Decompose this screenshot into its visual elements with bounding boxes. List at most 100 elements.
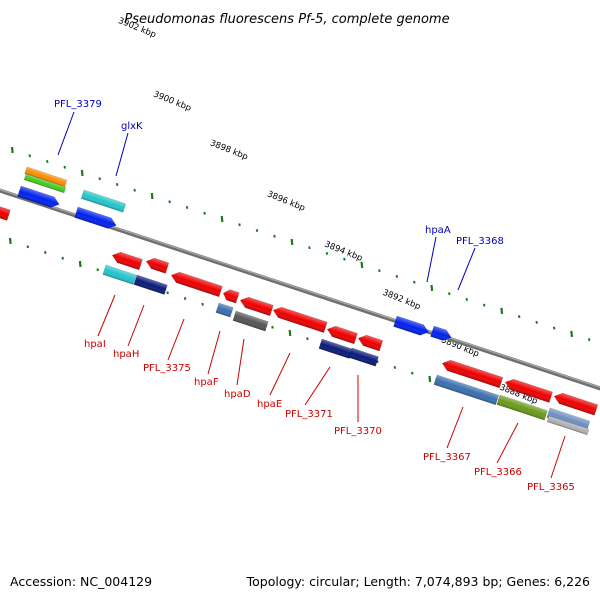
gene-label-hpaI[interactable]: hpaI <box>84 339 106 350</box>
feature-glxK-cyan-shade <box>81 190 126 213</box>
minor-tick <box>325 251 329 255</box>
minor-tick <box>587 338 591 342</box>
leader-line <box>496 422 519 464</box>
feature-glxK[interactable] <box>74 206 118 231</box>
feature-hpaD-grey-shade <box>232 311 269 332</box>
minor-tick <box>395 274 399 278</box>
feature-left-edge[interactable] <box>0 200 11 221</box>
feature-PFL_3367[interactable] <box>441 358 504 389</box>
feature-hpaF-steel[interactable] <box>215 302 234 318</box>
leader-line <box>207 330 221 375</box>
feature-PFL_3367-steel[interactable] <box>433 374 500 406</box>
leader-line <box>97 294 116 337</box>
feature-PFL_3379-shade <box>17 186 60 208</box>
gene-label-PFL_3367[interactable]: PFL_3367 <box>423 452 471 463</box>
leader-line <box>236 338 245 386</box>
feature-PFL_3379-green-shade <box>24 174 66 193</box>
gene-label-PFL_3366[interactable]: PFL_3366 <box>474 467 522 478</box>
feature-PFL_3379-green[interactable] <box>23 173 67 194</box>
feature-PFL_3368-shade <box>430 326 452 341</box>
gene-label-hpaD[interactable]: hpaD <box>224 389 251 400</box>
feature-hpaI-b-shade <box>146 258 169 274</box>
feature-hpaD-grey[interactable] <box>232 310 269 332</box>
leader-line <box>304 366 331 406</box>
gene-label-glxK[interactable]: glxK <box>121 121 143 132</box>
minor-tick <box>26 245 30 249</box>
feature-hpaA[interactable] <box>393 315 431 337</box>
label-leaders <box>57 111 566 479</box>
gene-label-PFL_3365[interactable]: PFL_3365 <box>527 482 575 493</box>
feature-PFL_3375[interactable] <box>170 270 223 298</box>
gene-label-PFL_3370[interactable]: PFL_3370 <box>334 426 382 437</box>
feature-PFL_3370-a[interactable] <box>357 333 384 352</box>
minor-tick <box>343 257 346 261</box>
leader-line <box>57 111 75 156</box>
feature-PFL_3368[interactable] <box>430 325 453 343</box>
leader-line <box>550 435 566 479</box>
minor-tick <box>96 268 99 272</box>
minor-tick <box>98 177 101 181</box>
feature-PFL_3375-shade <box>171 272 223 297</box>
feature-PFL_3367-steel-shade <box>433 375 499 405</box>
feature-glxK-cyan[interactable] <box>80 189 127 213</box>
feature-hpaF-steel-shade <box>215 303 234 318</box>
minor-tick <box>255 228 259 232</box>
gene-features <box>0 166 599 436</box>
feature-hpaI-shade <box>112 252 143 270</box>
major-tick <box>80 169 84 177</box>
minor-tick <box>133 188 136 192</box>
genome-summary-text: Topology: circular; Length: 7,074,893 bp… <box>246 574 590 589</box>
feature-hpaH-navy[interactable] <box>133 274 168 295</box>
feature-hpaE[interactable] <box>272 305 328 333</box>
feature-PFL_3365-steel-shade <box>546 408 590 431</box>
minor-tick <box>201 302 204 306</box>
feature-hpaF-shade <box>223 289 240 304</box>
minor-tick <box>306 337 309 341</box>
gene-label-PFL_3375[interactable]: PFL_3375 <box>143 363 191 374</box>
feature-PFL_3371-navy-shade <box>318 339 353 359</box>
feature-PFL_3379[interactable] <box>17 185 61 210</box>
gene-label-PFL_3368[interactable]: PFL_3368 <box>456 236 504 247</box>
minor-tick <box>203 211 206 215</box>
leader-line <box>446 406 464 449</box>
feature-PFL_3365[interactable] <box>553 391 599 416</box>
feature-hpaH-cyan-shade <box>102 265 137 285</box>
minor-tick <box>482 303 486 307</box>
feature-PFL_3371-navy[interactable] <box>318 338 353 359</box>
gene-label-hpaF[interactable]: hpaF <box>194 377 219 388</box>
major-tick <box>220 215 224 223</box>
minor-tick <box>63 165 67 169</box>
gene-label-hpaA[interactable]: hpaA <box>425 225 451 236</box>
feature-PFL_3365-shade <box>554 393 598 416</box>
feature-hpaE-shade <box>273 307 328 333</box>
minor-tick <box>465 297 469 301</box>
minor-tick <box>535 320 538 324</box>
leader-line <box>426 236 437 283</box>
feature-PFL_3366-olive[interactable] <box>496 394 548 421</box>
feature-PFL_3370-a-shade <box>358 335 383 351</box>
leader-line <box>127 304 145 347</box>
major-tick <box>78 260 82 268</box>
gene-label-PFL_3379[interactable]: PFL_3379 <box>54 99 102 110</box>
feature-left-edge-shade <box>0 202 11 221</box>
feature-PFL_3371[interactable] <box>326 324 358 345</box>
feature-hpaH-cyan[interactable] <box>102 264 137 285</box>
kbp-label: 3900 kbp <box>152 89 193 113</box>
map-title: Pseudomonas fluorescens Pf-5, complete g… <box>124 12 449 27</box>
gene-label-hpaH[interactable]: hpaH <box>113 349 139 360</box>
minor-tick <box>185 205 189 209</box>
feature-PFL_3366[interactable] <box>504 377 553 403</box>
feature-PFL_3365-grey[interactable] <box>546 415 590 436</box>
feature-hpaF[interactable] <box>222 288 240 304</box>
gene-label-hpaE[interactable]: hpaE <box>257 399 282 410</box>
feature-hpaI[interactable] <box>111 250 143 271</box>
feature-hpaD[interactable] <box>239 295 274 317</box>
major-tick <box>570 330 574 338</box>
feature-PFL_3370-navy[interactable] <box>348 347 379 367</box>
feature-PFL_3367-shade <box>442 360 503 388</box>
feature-PFL_3370-navy-shade <box>348 348 379 367</box>
gene-label-PFL_3371[interactable]: PFL_3371 <box>285 409 333 420</box>
feature-hpaI-b[interactable] <box>145 256 170 274</box>
feature-PFL_3371-shade <box>327 326 358 344</box>
